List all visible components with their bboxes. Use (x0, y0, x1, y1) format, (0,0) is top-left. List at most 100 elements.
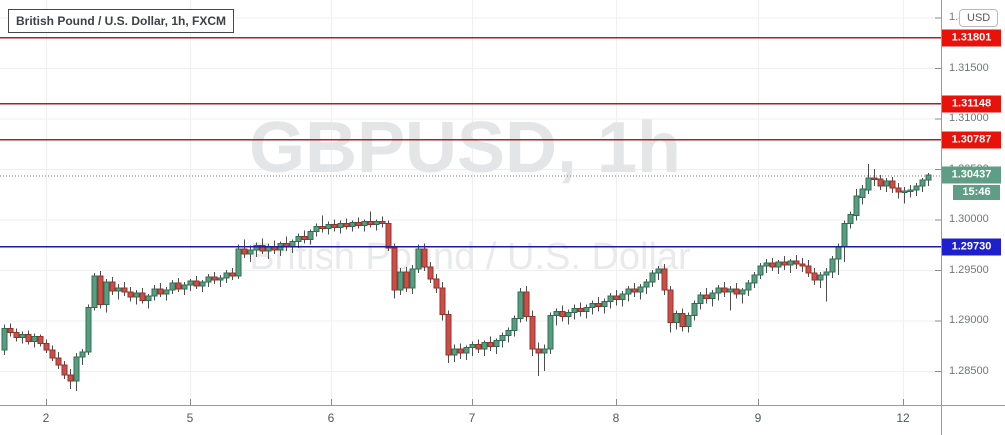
candle-body (643, 281, 650, 288)
candle-body (523, 291, 530, 317)
candle-body (367, 220, 374, 226)
candle-body (97, 275, 104, 305)
candle-body (649, 272, 656, 283)
candle-body (841, 223, 848, 248)
candle-body (421, 248, 428, 268)
candle-body (325, 224, 332, 230)
candle-body (427, 266, 434, 280)
candle-body (373, 220, 380, 226)
time-tick-label: 8 (612, 411, 620, 425)
candle-body (235, 248, 242, 277)
candle-body (223, 272, 230, 279)
candle-body (775, 261, 782, 268)
time-tick-label: 12 (896, 411, 910, 425)
candle-body (595, 302, 602, 307)
candle-body (193, 280, 200, 287)
alert-support-price-badge[interactable]: 1.29730 (942, 238, 1001, 256)
candle-body (757, 265, 764, 276)
candle-body (865, 177, 872, 191)
candle-body (823, 271, 830, 276)
candle-body (817, 274, 824, 281)
candle-body (925, 174, 932, 181)
candle-body (655, 268, 662, 274)
candle-body (91, 275, 98, 308)
candle-body (607, 295, 614, 302)
price-tick-label: 1.31500 (949, 61, 989, 74)
candle-body (913, 185, 920, 191)
chart-pane[interactable]: GBPUSD, 1h British Pound / U.S. Dollar (0, 0, 941, 405)
candle-body (799, 263, 806, 267)
candle-body (547, 314, 554, 350)
candle-body (493, 340, 500, 348)
time-axis[interactable]: 2 5 6 7 8 9 12 (0, 405, 941, 435)
price-tick-label: 1.31000 (949, 112, 989, 125)
candle-body (331, 224, 338, 229)
candle-body (559, 310, 566, 317)
candle-body (733, 288, 740, 295)
candle-body (313, 226, 320, 233)
candle-body (355, 222, 362, 227)
price-tick-label: 1.28500 (949, 364, 989, 377)
candle-body (481, 342, 488, 350)
candle-body (361, 220, 368, 227)
candle-body (499, 335, 506, 342)
candle-body (301, 236, 308, 241)
candle-body (517, 291, 524, 319)
candle-body (289, 241, 296, 248)
symbol-legend[interactable]: British Pound / U.S. Dollar, 1h, FXCM (8, 9, 235, 33)
candle-body (661, 268, 668, 291)
candle-body (715, 287, 722, 294)
candle-body (397, 271, 404, 291)
candle-body (409, 268, 416, 289)
candle-body (667, 289, 674, 323)
time-tick-label: 5 (186, 411, 194, 425)
candle-body (853, 195, 860, 216)
candle-body (673, 312, 680, 323)
candle-body (835, 246, 842, 260)
candle-body (133, 292, 140, 298)
candle-body (7, 328, 14, 334)
candle-body (55, 357, 62, 366)
candle-body (115, 287, 122, 292)
alert-resistance-price-badge[interactable]: 1.31801 (942, 29, 1001, 47)
candle-body (19, 334, 26, 339)
candle-body (79, 351, 86, 358)
candle-body (625, 288, 632, 295)
candle-body (445, 313, 452, 356)
candle-body (781, 261, 788, 266)
candle-body (151, 288, 158, 297)
candle-body (379, 220, 386, 225)
alert-resistance-price-badge[interactable]: 1.31148 (942, 95, 1001, 113)
candle-body (487, 342, 494, 348)
candle-body (49, 349, 56, 359)
price-tick-label: 1.29500 (949, 263, 989, 276)
alert-resistance-price-badge[interactable]: 1.30787 (942, 131, 1001, 149)
price-tick-label: 1.30000 (949, 213, 989, 226)
candle-body (85, 306, 92, 353)
price-axis[interactable]: USD 1.30437 15:46 1.320001.315001.310001… (941, 0, 1005, 405)
candle-body (901, 190, 908, 194)
candle-body (871, 177, 878, 181)
candle-body (637, 286, 644, 293)
candle-body (463, 347, 470, 354)
candle-body (145, 295, 152, 301)
time-tick-label: 2 (42, 411, 50, 425)
candle-body (103, 281, 110, 305)
candle-body (73, 356, 80, 382)
candle-body (37, 336, 44, 345)
candle-body (439, 287, 446, 315)
candle-body (451, 348, 458, 356)
candle-body (187, 280, 194, 286)
candle-body (247, 249, 254, 255)
candle-body (769, 262, 776, 268)
candle-body (61, 364, 68, 376)
candle-body (541, 348, 548, 354)
candle-body (43, 343, 50, 351)
currency-toggle-button[interactable]: USD (959, 9, 999, 27)
candle-body (805, 265, 812, 274)
candle-body (385, 223, 392, 249)
candle-body (697, 294, 704, 304)
candle-body (877, 178, 884, 187)
candle-body (25, 334, 32, 343)
